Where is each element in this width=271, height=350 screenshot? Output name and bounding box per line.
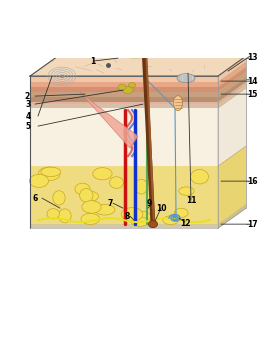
- Text: 14. Epidermis: 14. Epidermis: [178, 268, 229, 274]
- Text: 1.  Sweat pore: 1. Sweat pore: [4, 254, 58, 260]
- Polygon shape: [30, 108, 218, 166]
- Text: 13. Meissner's corpuscle: 13. Meissner's corpuscle: [178, 254, 269, 260]
- Ellipse shape: [95, 204, 115, 215]
- Text: 8: 8: [124, 212, 130, 220]
- Polygon shape: [30, 104, 218, 108]
- Text: 2: 2: [24, 92, 30, 100]
- Text: 7.  Artery: 7. Artery: [94, 254, 129, 260]
- Ellipse shape: [109, 177, 124, 188]
- Text: Human Skin Anatomy Diagram: Human Skin Anatomy Diagram: [49, 43, 222, 53]
- Polygon shape: [218, 204, 246, 228]
- Ellipse shape: [149, 220, 157, 228]
- Text: 7: 7: [107, 199, 113, 208]
- Ellipse shape: [118, 84, 126, 90]
- Text: 13: 13: [247, 52, 257, 62]
- Polygon shape: [218, 82, 246, 104]
- Ellipse shape: [177, 74, 195, 83]
- Ellipse shape: [123, 86, 133, 94]
- Polygon shape: [30, 82, 218, 87]
- Ellipse shape: [82, 201, 101, 213]
- Text: 9.  Lymph vessel: 9. Lymph vessel: [94, 282, 156, 288]
- Ellipse shape: [53, 191, 65, 205]
- Polygon shape: [30, 166, 218, 228]
- Polygon shape: [218, 56, 246, 228]
- Ellipse shape: [81, 214, 100, 224]
- Text: 16: 16: [247, 177, 257, 186]
- Text: 6.  Nerve fiber: 6. Nerve fiber: [4, 324, 58, 330]
- Text: 14: 14: [247, 77, 257, 86]
- Ellipse shape: [131, 217, 149, 226]
- Ellipse shape: [128, 83, 136, 88]
- Polygon shape: [218, 77, 246, 102]
- Polygon shape: [30, 76, 218, 228]
- Ellipse shape: [179, 187, 194, 195]
- Ellipse shape: [191, 169, 209, 184]
- Text: 17. Fascia: 17. Fascia: [178, 310, 215, 316]
- Text: 15: 15: [247, 90, 257, 99]
- Polygon shape: [30, 224, 218, 228]
- Polygon shape: [30, 87, 218, 92]
- Text: 6: 6: [32, 194, 38, 203]
- Polygon shape: [30, 76, 218, 82]
- Ellipse shape: [82, 191, 98, 201]
- Text: 9: 9: [146, 199, 152, 208]
- Text: 11: 11: [186, 196, 196, 205]
- Ellipse shape: [41, 167, 61, 176]
- Ellipse shape: [30, 174, 49, 188]
- Text: 12: 12: [180, 219, 190, 228]
- Polygon shape: [218, 72, 246, 97]
- Ellipse shape: [38, 167, 60, 181]
- Text: 3.  Sebaceous gland: 3. Sebaceous gland: [4, 282, 78, 288]
- Text: 4.  Pacinian corpuscle: 4. Pacinian corpuscle: [4, 296, 85, 302]
- Ellipse shape: [75, 183, 90, 195]
- Text: 8.  Vein: 8. Vein: [94, 268, 122, 274]
- Text: 5.  Hair follicle: 5. Hair follicle: [4, 310, 58, 316]
- Polygon shape: [30, 56, 246, 76]
- Polygon shape: [218, 146, 246, 228]
- Text: 11. Ruffini corpuscle: 11. Ruffini corpuscle: [94, 310, 171, 316]
- Polygon shape: [30, 97, 218, 102]
- Ellipse shape: [47, 209, 59, 219]
- Polygon shape: [30, 102, 218, 104]
- Ellipse shape: [163, 216, 178, 225]
- Text: 15. Epidermis: 15. Epidermis: [178, 282, 229, 288]
- Ellipse shape: [59, 209, 71, 223]
- Ellipse shape: [174, 208, 188, 218]
- Text: 4: 4: [25, 112, 31, 121]
- Ellipse shape: [80, 189, 93, 202]
- Polygon shape: [218, 67, 246, 92]
- Ellipse shape: [135, 179, 147, 194]
- Text: 5: 5: [25, 121, 31, 131]
- Polygon shape: [218, 62, 246, 87]
- Text: 2.  Arrector pili muscle: 2. Arrector pili muscle: [4, 268, 89, 274]
- Ellipse shape: [93, 168, 112, 180]
- Text: 12. Sweat gland: 12. Sweat gland: [94, 324, 154, 330]
- Ellipse shape: [173, 96, 182, 111]
- Text: 10. Papilla of hair: 10. Papilla of hair: [94, 296, 160, 302]
- Text: 10: 10: [156, 204, 166, 213]
- Text: 17: 17: [247, 220, 257, 229]
- Polygon shape: [218, 56, 246, 82]
- Text: Integumentary System: Integumentary System: [14, 9, 257, 29]
- Polygon shape: [218, 84, 246, 108]
- Polygon shape: [218, 88, 246, 166]
- Polygon shape: [30, 92, 218, 97]
- Ellipse shape: [136, 211, 151, 222]
- Ellipse shape: [121, 208, 143, 221]
- Text: 1: 1: [90, 57, 96, 65]
- Text: 3: 3: [25, 100, 31, 108]
- Text: 16. Hypodermis: 16. Hypodermis: [178, 296, 237, 302]
- Polygon shape: [80, 92, 138, 148]
